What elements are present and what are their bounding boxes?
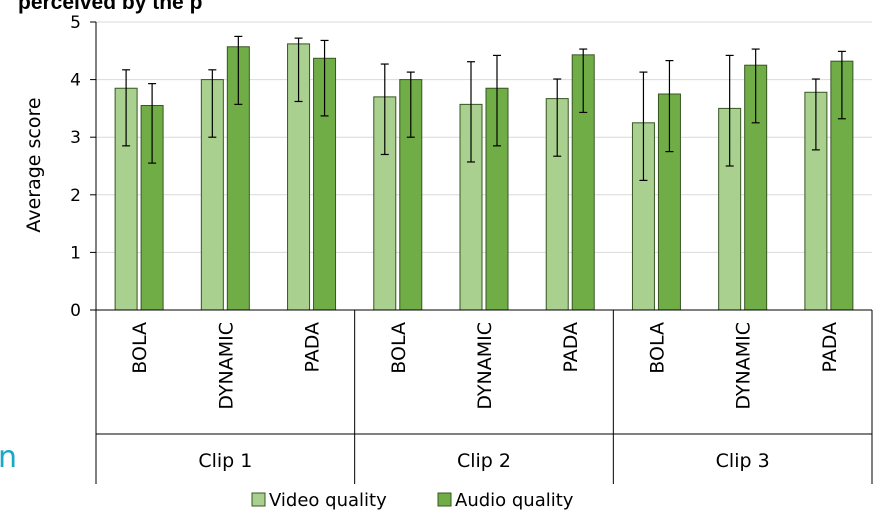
legend-label: Audio quality — [455, 490, 574, 511]
legend-swatch — [437, 492, 452, 507]
x-category-label: BOLA — [388, 322, 410, 374]
x-category-label: DYNAMIC — [733, 322, 755, 410]
y-tick-label: 2 — [70, 186, 81, 206]
y-tick-label: 0 — [70, 301, 81, 321]
x-group-label: Clip 2 — [457, 450, 511, 472]
chart-title-fragment: perceived by the p — [18, 0, 203, 14]
x-group-label: Clip 3 — [716, 450, 770, 472]
gridlines — [96, 21, 872, 253]
x-category-label: PADA — [819, 322, 841, 373]
legend: Video quality Audio quality — [251, 490, 574, 511]
bars — [114, 43, 854, 311]
y-tick-label: 3 — [70, 128, 81, 148]
x-group-label: Clip 1 — [198, 450, 252, 472]
x-category-label: DYNAMIC — [215, 322, 237, 410]
y-tick-label: 5 — [70, 13, 81, 33]
x-category-label: PADA — [302, 322, 324, 373]
y-axis-label: Average score — [23, 97, 45, 232]
x-category-label: PADA — [560, 322, 582, 373]
error-bars — [122, 35, 846, 181]
legend-label: Video quality — [269, 490, 387, 511]
y-tick-label: 1 — [70, 243, 81, 263]
legend-swatch — [251, 492, 266, 507]
x-category-label: BOLA — [646, 322, 668, 374]
cropped-side-text: n — [0, 440, 18, 475]
x-category-label: BOLA — [129, 322, 151, 374]
y-tick-label: 4 — [70, 71, 81, 91]
x-axis: BOLA DYNAMIC PADA BOLA DYNAMIC PADA BOLA DYNAMI… — [95, 309, 873, 484]
x-category-label: DYNAMIC — [474, 322, 496, 410]
y-axis: 0 1 2 3 4 5 — [70, 13, 97, 321]
